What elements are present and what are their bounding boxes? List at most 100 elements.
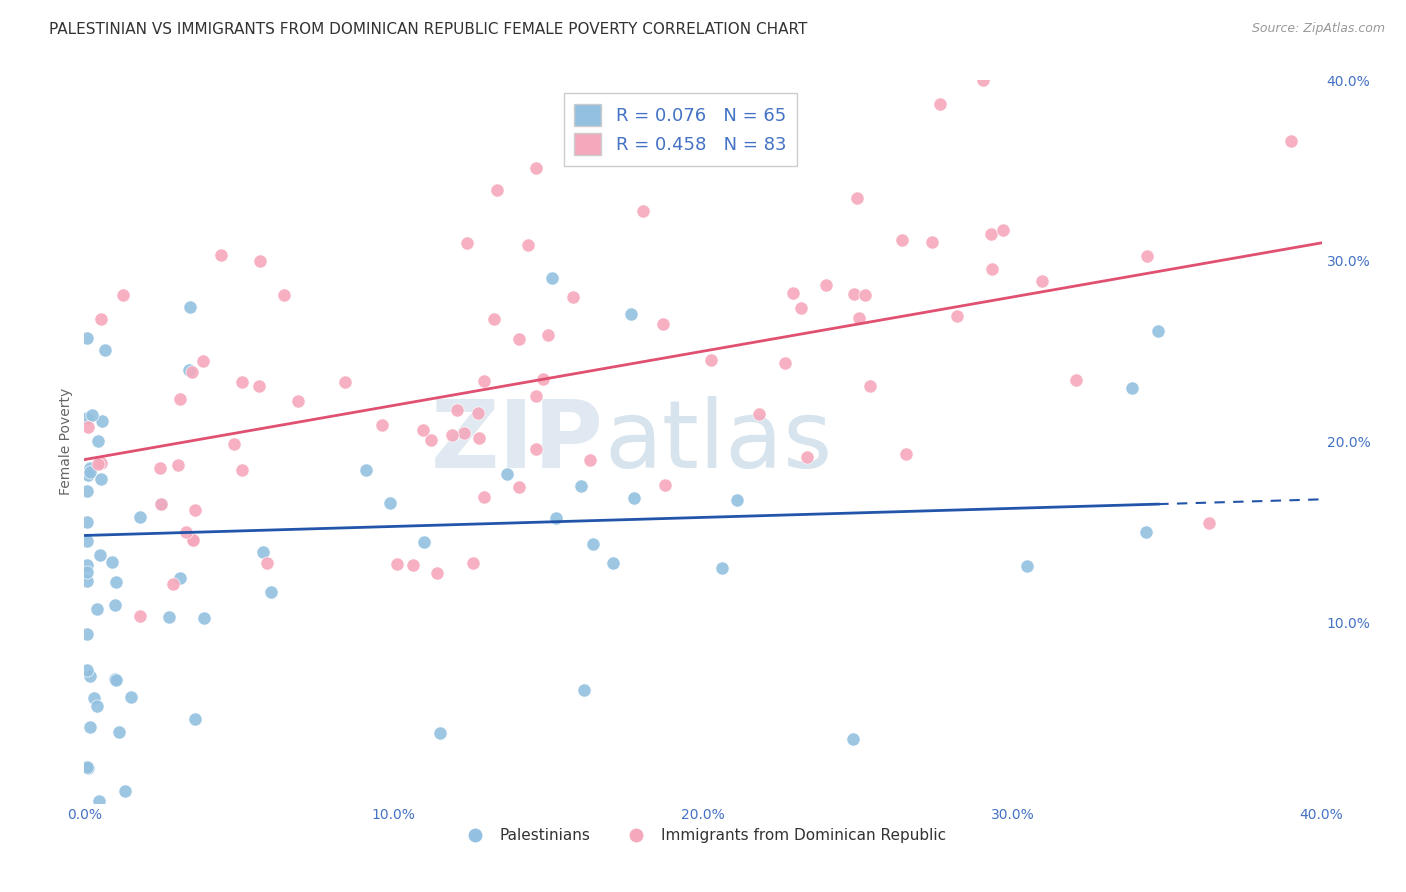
Point: [120, 690, 142, 705]
Point: [1031, 274, 1053, 288]
Point: [184, 503, 207, 517]
Point: [169, 570, 191, 584]
Point: [623, 491, 645, 505]
Point: [891, 233, 914, 247]
Point: [333, 376, 356, 390]
Point: [86, 458, 108, 472]
Point: [631, 204, 654, 219]
Point: [524, 161, 547, 175]
Point: [441, 427, 464, 442]
Point: [89, 549, 111, 563]
Point: [508, 480, 530, 494]
Point: [456, 235, 478, 250]
Point: [76, 515, 98, 529]
Point: [224, 437, 246, 451]
Point: [429, 725, 451, 739]
Text: PALESTINIAN VS IMMIGRANTS FROM DOMINICAN REPUBLIC FEMALE POVERTY CORRELATION CHA: PALESTINIAN VS IMMIGRANTS FROM DOMINICAN…: [49, 22, 807, 37]
Point: [193, 611, 215, 625]
Point: [1135, 524, 1157, 539]
Point: [980, 262, 1002, 277]
Point: [90, 414, 112, 428]
Point: [191, 354, 214, 368]
Point: [181, 533, 204, 548]
Point: [108, 724, 131, 739]
Point: [167, 458, 190, 472]
Point: [273, 288, 295, 302]
Point: [546, 511, 568, 525]
Point: [848, 311, 870, 326]
Point: [76, 331, 98, 345]
Point: [90, 472, 112, 486]
Point: [524, 389, 547, 403]
Point: [569, 479, 592, 493]
Point: [980, 227, 1002, 241]
Point: [782, 285, 804, 300]
Point: [149, 496, 172, 510]
Point: [354, 462, 377, 476]
Point: [482, 312, 505, 326]
Point: [104, 673, 127, 687]
Point: [76, 483, 98, 498]
Point: [468, 430, 491, 444]
Point: [79, 461, 101, 475]
Point: [1147, 324, 1170, 338]
Point: [814, 278, 837, 293]
Point: [412, 423, 434, 437]
Point: [104, 574, 127, 589]
Point: [86, 602, 108, 616]
Point: [177, 363, 200, 377]
Text: ZIP: ZIP: [432, 395, 605, 488]
Point: [76, 627, 98, 641]
Point: [711, 561, 734, 575]
Point: [76, 533, 98, 548]
Point: [413, 535, 436, 549]
Point: [561, 290, 583, 304]
Point: [453, 425, 475, 440]
Point: [79, 669, 101, 683]
Point: [420, 433, 443, 447]
Point: [426, 566, 449, 581]
Point: [894, 447, 917, 461]
Point: [80, 409, 103, 423]
Point: [77, 761, 100, 775]
Point: [76, 574, 98, 588]
Point: [249, 253, 271, 268]
Point: [90, 312, 112, 326]
Point: [157, 610, 180, 624]
Point: [149, 460, 172, 475]
Point: [1121, 381, 1143, 395]
Point: [104, 598, 127, 612]
Point: [574, 682, 596, 697]
Point: [260, 584, 283, 599]
Point: [775, 356, 797, 370]
Point: [90, 456, 112, 470]
Point: [371, 418, 394, 433]
Point: [256, 556, 278, 570]
Point: [472, 374, 495, 388]
Point: [114, 784, 136, 798]
Point: [231, 375, 253, 389]
Point: [101, 555, 124, 569]
Point: [86, 434, 108, 449]
Point: [83, 691, 105, 706]
Text: atlas: atlas: [605, 395, 832, 488]
Point: [472, 490, 495, 504]
Point: [150, 497, 173, 511]
Point: [537, 328, 560, 343]
Point: [461, 556, 484, 570]
Point: [247, 379, 270, 393]
Point: [929, 97, 952, 112]
Point: [467, 406, 489, 420]
Point: [921, 235, 943, 249]
Point: [654, 477, 676, 491]
Point: [76, 759, 98, 773]
Point: [87, 794, 110, 808]
Point: [129, 510, 152, 524]
Point: [1136, 249, 1159, 263]
Point: [174, 524, 197, 539]
Point: [581, 536, 603, 550]
Point: [179, 300, 201, 314]
Point: [508, 332, 530, 346]
Point: [231, 463, 253, 477]
Point: [76, 566, 98, 580]
